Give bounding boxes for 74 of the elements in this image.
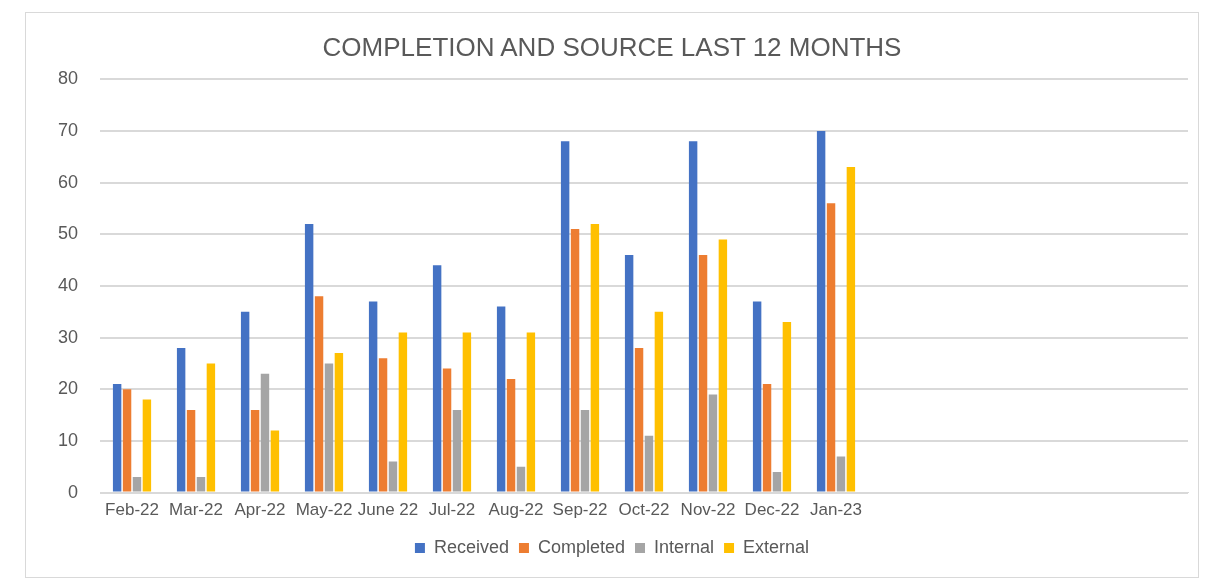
x-tick-label: Nov-22 (680, 500, 736, 520)
y-tick-label: 40 (57, 274, 79, 295)
bar (836, 456, 846, 492)
bar (772, 471, 782, 492)
bar (142, 399, 152, 492)
bar (644, 435, 654, 492)
bar (368, 301, 378, 492)
bar (718, 239, 728, 492)
y-tick-label: 80 (57, 68, 79, 89)
bar (826, 203, 836, 492)
y-tick-label: 30 (57, 326, 79, 347)
bar (176, 347, 186, 492)
legend-label: Completed (537, 536, 626, 557)
y-tick-label: 20 (57, 378, 79, 399)
bar (496, 306, 506, 492)
bar (334, 353, 344, 492)
y-tick-label: 70 (57, 119, 79, 140)
bar (590, 223, 600, 492)
bar (206, 363, 216, 492)
x-tick-label: June 22 (357, 500, 419, 520)
bar (816, 130, 826, 492)
bar (196, 477, 206, 492)
bar (846, 167, 856, 492)
bar (708, 394, 718, 492)
bar (112, 384, 122, 492)
x-tick-label: Jan-23 (810, 500, 862, 520)
bar (634, 347, 644, 492)
bar (260, 373, 270, 492)
bar (398, 332, 408, 492)
bar (580, 409, 590, 492)
x-tick-label: Mar-22 (169, 500, 223, 520)
bar (688, 141, 698, 492)
x-tick-label: Dec-22 (744, 500, 800, 520)
bar (132, 477, 142, 492)
x-tick-label: Feb-22 (105, 500, 159, 520)
bar (624, 254, 634, 492)
bar (122, 389, 132, 492)
bar (752, 301, 762, 492)
bar (506, 378, 516, 492)
bar (560, 141, 570, 492)
bar (462, 332, 472, 492)
bar (698, 254, 708, 492)
x-tick-label: Oct-22 (618, 500, 670, 520)
legend-label: Received (433, 536, 509, 557)
bar (762, 384, 772, 492)
bar (250, 409, 260, 492)
x-tick-label: Apr-22 (234, 500, 286, 520)
bar (570, 229, 580, 492)
bar (378, 358, 388, 492)
x-tick-label: Aug-22 (488, 500, 544, 520)
bar (452, 409, 462, 492)
x-tick-label: Jul-22 (428, 500, 476, 520)
bar (432, 265, 442, 492)
bar (314, 296, 324, 492)
y-tick-label: 60 (57, 171, 79, 192)
legend-label: External (743, 536, 810, 557)
y-tick-label: 50 (57, 223, 79, 244)
bar (516, 466, 526, 492)
y-tick-label: 0 (68, 481, 79, 502)
bar (654, 311, 664, 492)
bar (304, 223, 314, 492)
bar (324, 363, 334, 492)
bar (388, 461, 398, 492)
legend-label: Internal (654, 536, 715, 557)
bar (526, 332, 536, 492)
chart-title: COMPLETION AND SOURCE LAST 12 MONTHS (322, 31, 902, 62)
bar (240, 311, 250, 492)
bar (270, 430, 280, 492)
bar (442, 368, 452, 492)
x-tick-label: Sep-22 (552, 500, 608, 520)
y-tick-label: 10 (57, 429, 79, 450)
x-tick-label: May-22 (295, 500, 353, 520)
bar (782, 322, 792, 492)
bar (186, 409, 196, 492)
